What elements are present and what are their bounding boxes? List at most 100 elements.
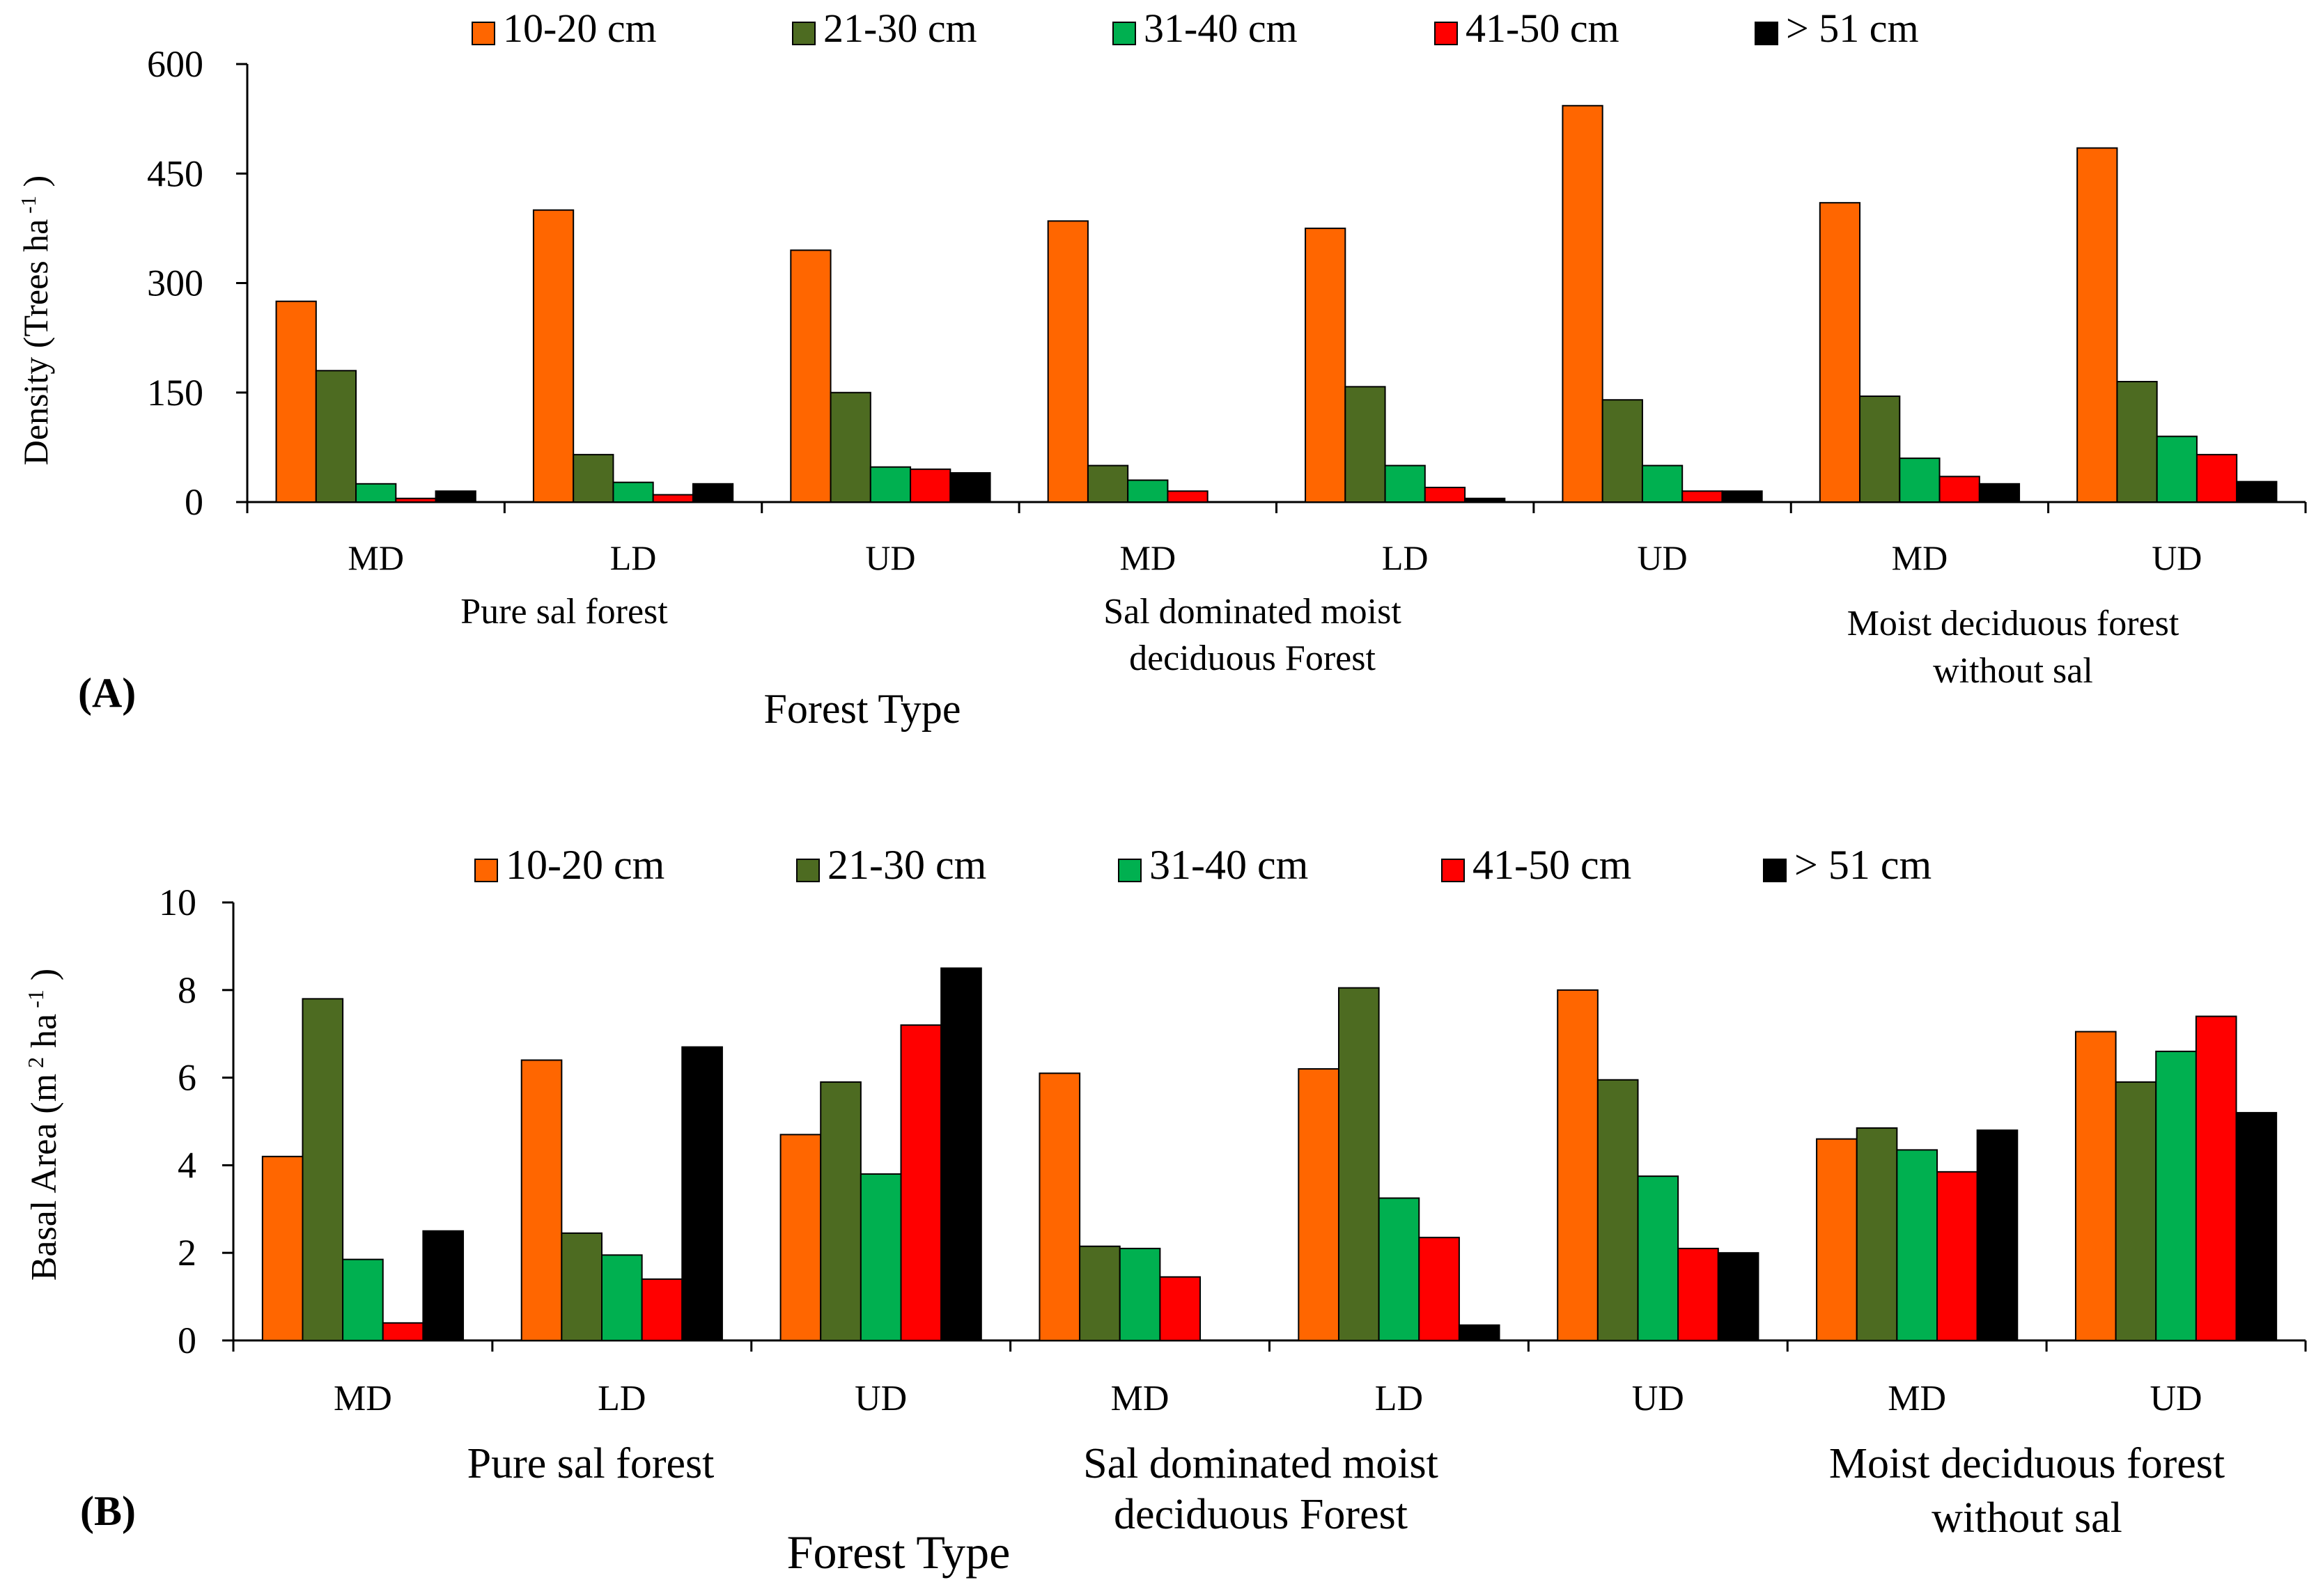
legend-swatch-4 <box>1441 859 1465 882</box>
x-tick-label: LD <box>1375 1379 1423 1418</box>
group-label-1: Pure sal forest <box>467 1440 715 1487</box>
bar-5-md-7 <box>1976 1129 2019 1341</box>
bar-2-ud-3 <box>820 1081 862 1341</box>
bar-3-ud-8 <box>2156 435 2198 503</box>
bar-1-ld-2 <box>520 1059 563 1341</box>
bar-4-ud-3 <box>910 468 951 503</box>
bar-5-ud-8 <box>2236 480 2278 503</box>
bar-1-ld-5 <box>1298 1068 1339 1342</box>
bar-3-ld-2 <box>612 481 654 503</box>
bar-1-md-4 <box>1039 1072 1081 1342</box>
bar-2-md-4 <box>1087 464 1129 503</box>
bar-3-ld-2 <box>600 1254 643 1341</box>
legend-swatch-3 <box>1112 22 1136 45</box>
bar-2-md-7 <box>1859 395 1901 503</box>
legend-swatch-2 <box>792 22 816 45</box>
bar-1-ld-5 <box>1305 227 1346 503</box>
bar-2-ld-2 <box>573 453 614 503</box>
group-label-3: without sal <box>1933 651 2093 691</box>
x-tick-label: UD <box>865 538 915 577</box>
legend-label-5: > 51 cm <box>1786 6 1919 51</box>
bar-4-ld-5 <box>1424 487 1466 503</box>
bar-4-ud-8 <box>2195 453 2238 503</box>
bar-3-ud-6 <box>1641 464 1684 503</box>
bar-3-ld-5 <box>1384 464 1426 503</box>
group-label-2: deciduous Forest <box>1114 1491 1408 1538</box>
bar-1-ud-8 <box>2076 147 2118 503</box>
bar-3-md-1 <box>342 1258 384 1342</box>
x-tick-label: LD <box>1382 538 1429 577</box>
bar-3-ud-6 <box>1637 1175 1679 1341</box>
bar-5-ld-2 <box>681 1046 723 1341</box>
density-chart-panel: 10-20 cm 21-30 cm 31-40 cm 41-50 cm > 51 cm 0… <box>16 6 2307 732</box>
x-tick-label: MD <box>348 538 404 577</box>
bar-1-ud-6 <box>1557 989 1599 1342</box>
bar-3-md-1 <box>355 483 397 503</box>
bar-3-md-4 <box>1119 1247 1161 1342</box>
legend-label-1: 10-20 cm <box>506 842 665 888</box>
group-label-2: Sal dominated moist <box>1103 592 1401 632</box>
bar-4-ud-6 <box>1677 1247 1719 1342</box>
x-tick-label: MD <box>1888 1379 1946 1418</box>
bar-3-ud-3 <box>860 1173 902 1341</box>
legend-label-3: 31-40 cm <box>1149 842 1308 888</box>
bar-2-ld-5 <box>1344 386 1386 503</box>
legend-label-5: > 51 cm <box>1794 842 1932 888</box>
x-tick-label: MD <box>1120 538 1176 577</box>
panel-label: (B) <box>80 1488 136 1534</box>
bar-5-ud-6 <box>1717 1252 1759 1341</box>
bar-2-md-7 <box>1856 1127 1898 1342</box>
x-tick-label: UD <box>1637 538 1687 577</box>
bar-5-ld-5 <box>1458 1324 1500 1341</box>
bar-4-md-4 <box>1159 1276 1202 1342</box>
bar-5-ud-3 <box>949 472 991 503</box>
bar-3-md-4 <box>1127 479 1169 503</box>
legend-swatch-1 <box>474 859 498 882</box>
group-label-2: Sal dominated moist <box>1083 1440 1438 1487</box>
bar-3-ud-3 <box>869 466 912 503</box>
bar-3-md-7 <box>1896 1149 1938 1341</box>
bar-2-ld-2 <box>561 1232 603 1342</box>
bar-3-ud-8 <box>2155 1050 2197 1341</box>
bar-4-ld-2 <box>652 494 694 503</box>
bar-5-md-7 <box>1978 483 2021 503</box>
group-label-1: Pure sal forest <box>460 592 668 632</box>
bar-2-md-1 <box>302 998 344 1341</box>
group-label-2: deciduous Forest <box>1129 639 1376 678</box>
x-axis-title: Forest Type <box>763 686 961 732</box>
group-label-3: Moist deciduous forest <box>1847 604 2179 643</box>
bar-5-ld-5 <box>1464 497 1506 503</box>
bar-4-ld-5 <box>1418 1237 1460 1342</box>
bar-2-ud-6 <box>1596 1079 1639 1341</box>
y-tick-label: 0 <box>178 1320 196 1361</box>
bar-1-md-4 <box>1047 220 1089 503</box>
x-tick-label: LD <box>610 538 657 577</box>
legend-swatch-2 <box>796 859 820 882</box>
y-tick-label: 600 <box>147 43 203 85</box>
bar-4-md-4 <box>1167 490 1208 503</box>
y-tick-label: 450 <box>147 152 203 194</box>
bar-2-ud-6 <box>1601 399 1643 503</box>
bar-5-ud-3 <box>940 967 982 1341</box>
bar-4-md-7 <box>1938 476 1980 503</box>
legend-swatch-1 <box>472 22 495 45</box>
y-tick-label: 4 <box>178 1144 196 1186</box>
y-axis-title: Density (Trees ha -1 ) <box>16 175 56 465</box>
bar-2-md-1 <box>315 370 357 503</box>
legend-swatch-5 <box>1763 859 1787 882</box>
legend-swatch-4 <box>1434 22 1458 45</box>
y-tick-label: 10 <box>159 882 196 923</box>
group-label-3: Moist deciduous forest <box>1829 1440 2225 1487</box>
bar-4-ld-2 <box>641 1278 683 1341</box>
bar-2-ud-8 <box>2115 1081 2157 1341</box>
y-tick-label: 0 <box>185 481 203 523</box>
bar-2-md-4 <box>1079 1245 1121 1342</box>
x-tick-label: UD <box>855 1379 907 1418</box>
y-tick-label: 2 <box>178 1232 196 1274</box>
bar-1-md-1 <box>275 300 317 503</box>
y-tick-label: 300 <box>147 263 203 304</box>
legend-label-4: 41-50 cm <box>1472 842 1631 888</box>
bar-5-ud-8 <box>2235 1111 2278 1342</box>
legend-label-2: 21-30 cm <box>827 842 986 888</box>
